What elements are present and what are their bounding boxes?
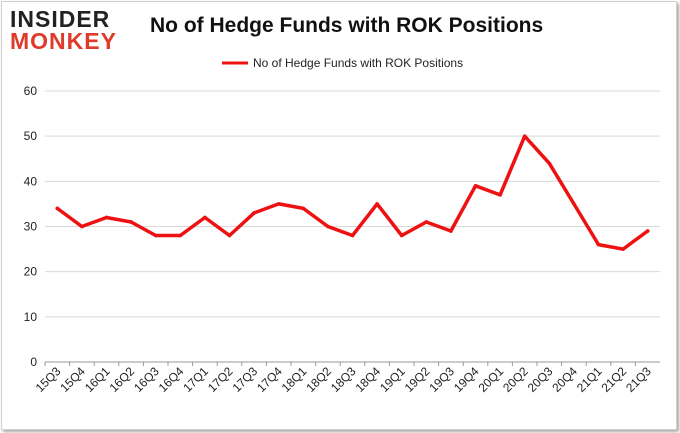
logo-line-1: INSIDER	[10, 6, 111, 32]
x-tick-label: 18Q1	[279, 364, 310, 395]
x-tick-label: 18Q2	[303, 364, 334, 395]
x-tick-label: 21Q1	[574, 364, 605, 395]
y-tick-label: 40	[24, 174, 38, 188]
data-point	[572, 202, 576, 206]
legend: No of Hedge Funds with ROK Positions	[222, 56, 463, 70]
insider-monkey-logo: INSIDER MONKEY	[10, 6, 117, 54]
data-point	[645, 229, 650, 233]
chart-title: No of Hedge Funds with ROK Positions	[150, 14, 544, 37]
x-tick-label: 15Q4	[57, 364, 88, 395]
x-tick-label: 15Q3	[33, 364, 64, 395]
y-tick-label: 50	[24, 129, 38, 143]
x-tick-label: 18Q4	[353, 364, 384, 395]
legend-label: No of Hedge Funds with ROK Positions	[253, 56, 463, 70]
series-line-0	[55, 134, 650, 251]
data-point	[350, 233, 355, 238]
y-tick-label: 0	[30, 355, 37, 369]
data-point	[104, 215, 109, 220]
x-tick-label: 21Q3	[623, 364, 654, 395]
x-tick-label: 17Q2	[205, 364, 236, 395]
x-tick-label: 16Q1	[82, 364, 113, 395]
x-tick-label: 19Q3	[426, 364, 457, 395]
data-point	[326, 224, 330, 229]
x-axis-ticks: 15Q315Q416Q116Q216Q316Q417Q117Q217Q317Q4…	[33, 362, 654, 395]
y-tick-label: 20	[24, 265, 38, 279]
data-point	[252, 211, 256, 215]
x-tick-label: 19Q4	[451, 364, 482, 395]
x-tick-label: 17Q4	[254, 364, 285, 395]
x-tick-label: 19Q2	[402, 364, 433, 395]
x-tick-label: 16Q3	[131, 364, 162, 395]
data-point	[547, 161, 552, 166]
x-tick-label: 20Q3	[525, 364, 556, 395]
data-point	[522, 134, 527, 138]
data-point	[399, 233, 404, 238]
x-tick-label: 17Q3	[230, 364, 261, 395]
series-group	[55, 134, 650, 251]
data-point	[424, 220, 429, 224]
y-tick-label: 60	[24, 84, 38, 98]
data-point	[55, 206, 60, 211]
data-point	[596, 242, 601, 247]
x-tick-label: 16Q2	[107, 364, 138, 395]
x-tick-label: 17Q1	[180, 364, 211, 395]
x-tick-label: 19Q1	[377, 364, 408, 395]
data-point	[153, 233, 158, 238]
logo-line-2: MONKEY	[10, 28, 117, 54]
data-point	[621, 247, 625, 251]
data-point	[375, 202, 379, 206]
x-tick-label: 20Q4	[549, 364, 580, 395]
x-tick-label: 16Q4	[156, 364, 187, 395]
y-tick-label: 30	[24, 220, 38, 234]
y-tick-label: 10	[24, 310, 38, 324]
data-point	[203, 215, 207, 220]
y-axis-ticks: 0 10 20 30 40 50 60	[24, 84, 38, 369]
data-point	[276, 202, 281, 206]
data-point	[80, 224, 84, 229]
data-point	[473, 184, 478, 188]
data-point	[227, 233, 232, 238]
x-tick-label: 20Q2	[500, 364, 531, 395]
data-point	[498, 193, 502, 197]
data-point	[301, 206, 306, 211]
gridlines	[45, 90, 660, 363]
data-point	[178, 233, 183, 238]
data-point	[449, 229, 453, 233]
x-tick-label: 21Q2	[599, 364, 630, 395]
x-tick-label: 20Q1	[476, 364, 507, 395]
data-point	[129, 220, 133, 224]
x-tick-label: 18Q3	[328, 364, 359, 395]
